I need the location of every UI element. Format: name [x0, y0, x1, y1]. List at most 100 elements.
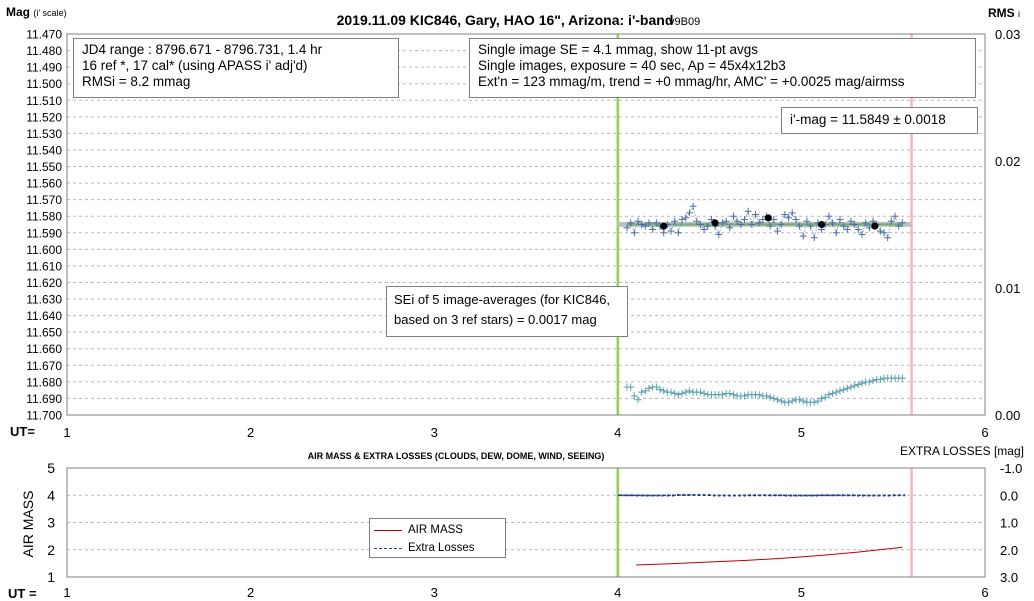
extra-losses-point [856, 494, 859, 497]
sub-x-tick-labels: 1 2 3 4 5 6 [63, 585, 988, 600]
extra-losses-point [800, 494, 803, 497]
mag-point [832, 229, 840, 237]
mag-point [829, 219, 837, 227]
rms-point [740, 392, 748, 400]
sub-y2-tick-label: 3.0 [1000, 570, 1018, 585]
y2-axis-label: RMS i [988, 6, 1020, 20]
mag-point [803, 217, 811, 225]
extra-losses-point [625, 494, 628, 497]
extra-losses-point [872, 494, 875, 497]
extra-losses-point [728, 494, 731, 497]
mag-point [696, 221, 704, 228]
rms-point [685, 387, 693, 395]
avg-point [818, 221, 826, 228]
y-tick-label: 11.570 [26, 193, 62, 207]
mag-series-line [626, 205, 903, 239]
rms-point [726, 389, 734, 397]
rms-point [829, 389, 837, 397]
legend-swatch-extra-losses [374, 543, 402, 553]
rms-point [645, 384, 653, 392]
rms-point [729, 391, 737, 399]
rms-point [770, 394, 778, 402]
sub-y2-tick-label: -1.0 [1000, 461, 1022, 476]
mag-point [671, 217, 679, 225]
sub-plot-frame [66, 467, 986, 578]
extra-losses-point [846, 494, 849, 497]
extra-losses-point [867, 494, 870, 497]
rms-point [777, 397, 785, 405]
extra-losses-point [641, 494, 644, 497]
extra-losses-point [836, 494, 839, 497]
info-box-left: JD4 range : 8796.671 - 8796.731, 1.4 hr … [73, 38, 399, 98]
mag-point [766, 222, 774, 230]
extra-losses-point [733, 494, 736, 497]
mag-point [652, 219, 660, 227]
avg-point [660, 222, 668, 230]
y2-tick-label: 0.03 [995, 27, 1020, 42]
y-tick-label: 11.660 [26, 342, 62, 356]
sub-y2-tick-label: 1.0 [1000, 516, 1018, 531]
extra-losses-point [656, 494, 659, 497]
rms-point [634, 396, 642, 404]
sub-x-axis-label: UT = [8, 586, 37, 601]
sub-series [617, 493, 906, 566]
mag-point [630, 229, 638, 237]
rms-point [774, 396, 782, 404]
extra-losses-point [651, 494, 654, 497]
sei-line: based on 3 ref stars) = 0.0017 mag [394, 312, 597, 327]
y2-tick-label: 0.00 [995, 408, 1020, 423]
y-tick-label: 11.630 [26, 293, 62, 307]
rms-point [836, 387, 844, 395]
sub-y2-axis-label: EXTRA LOSSES [mag] [900, 444, 1024, 458]
extra-losses-point [820, 494, 823, 497]
sub-y2-tick-label: 0.0 [1000, 488, 1018, 503]
avg-point [711, 219, 719, 227]
sub-y-tick-label: 4 [47, 487, 55, 503]
y-tick-label: 11.540 [26, 143, 62, 157]
mag-point [707, 216, 715, 224]
extra-losses-point [759, 494, 762, 497]
mag-point [891, 212, 899, 220]
mag-point [887, 217, 895, 225]
extra-losses-point [630, 494, 633, 497]
rms-point [656, 386, 664, 394]
rms-point [755, 391, 763, 399]
extra-losses-point [784, 494, 787, 497]
extra-losses-point [903, 494, 906, 497]
mag-point [785, 214, 793, 222]
mag-point [884, 234, 892, 242]
y-tick-label: 11.620 [26, 276, 62, 290]
sub-x-tick-label: 4 [614, 585, 621, 600]
rms-point [840, 386, 848, 394]
extra-losses-point [764, 494, 767, 497]
rms-point [682, 388, 690, 396]
main-chart-title: 2019.11.09 KIC846, Gary, HAO 16", Arizon… [337, 12, 674, 28]
extra-losses-point [887, 494, 890, 497]
rms-series-line [627, 377, 903, 403]
mag-point [700, 225, 708, 233]
mag-point [774, 227, 782, 235]
rms-point [678, 389, 686, 397]
y-tick-label: 11.550 [26, 160, 62, 174]
y-tick-label: 11.690 [26, 392, 62, 406]
mag-point [799, 232, 807, 240]
y-tick-label: 11.490 [26, 61, 62, 75]
mag-point [898, 219, 906, 227]
rms-point [788, 397, 796, 405]
rms-point [660, 387, 668, 395]
rms-point [814, 397, 822, 405]
x-tick-label: 6 [981, 425, 988, 440]
extra-losses-point [682, 493, 685, 496]
rms-point [627, 383, 635, 391]
rms-point [843, 384, 851, 392]
rms-point [796, 396, 804, 404]
mag-point [715, 230, 723, 238]
sub-y-tick-label: 2 [47, 542, 55, 558]
mag-point [726, 224, 734, 232]
extra-losses-point [748, 494, 751, 497]
mag-point [796, 222, 804, 230]
rms-point [674, 391, 682, 399]
mag-point [847, 217, 855, 225]
avg-point [764, 214, 772, 222]
y-tick-label: 11.670 [26, 359, 62, 373]
